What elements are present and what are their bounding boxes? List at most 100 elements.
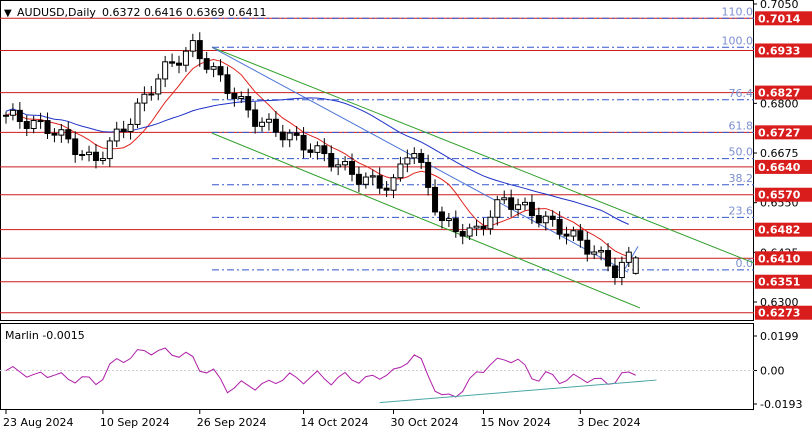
candle-bear: [169, 61, 176, 64]
candle-bull: [265, 118, 272, 123]
candle-bear: [37, 120, 44, 123]
candle-bear: [563, 233, 570, 237]
candle-bear: [528, 201, 535, 217]
price-level-label: 0.6727: [758, 126, 800, 139]
chart-ohlc: 0.6372 0.6416 0.6369 0.6411: [102, 6, 266, 19]
candle-bull: [494, 199, 501, 218]
candle-bear: [452, 218, 459, 233]
fibonacci-levels: 110.0 100.0 76.4 61.8 50.0 38.2 23.6 0.0: [212, 5, 754, 271]
candle-bull: [106, 140, 113, 160]
candle-bear: [272, 118, 279, 133]
marlin-tick-label: 0.00: [760, 365, 785, 378]
fib-label: 38.2: [729, 172, 754, 185]
time-tick-label: 14 Oct 2024: [301, 416, 369, 429]
candle-bear: [16, 109, 23, 122]
candle-bull: [501, 197, 508, 201]
candle-bear: [432, 186, 439, 213]
indicator-frame: [0, 323, 754, 410]
candle-bear: [459, 231, 466, 237]
price-tick-label: 0.7050: [760, 0, 799, 11]
candle-bull: [625, 251, 632, 263]
price-level-label: 0.6640: [758, 161, 801, 174]
candlesticks: [3, 32, 639, 286]
candle-bull: [390, 177, 397, 191]
chart-direction-icon: ▼: [4, 8, 12, 19]
candle-bear: [355, 173, 362, 185]
candle-bull: [3, 114, 9, 117]
price-level-badge: [755, 187, 812, 202]
price-level-badge: [755, 11, 812, 26]
fib-label: 100.0: [722, 34, 754, 47]
candle-bear: [480, 225, 487, 230]
time-axis: 23 Aug 2024 10 Sep 2024 26 Sep 2024 14 Oct …: [3, 410, 641, 429]
candle-bull: [238, 96, 245, 99]
price-level-label: 0.6482: [758, 224, 800, 237]
candle-bull: [570, 230, 577, 237]
marlin-label: Marlin -0.0015: [5, 329, 85, 342]
candle-bear: [293, 132, 300, 136]
channel-lower-line: [211, 132, 641, 309]
fib-label: 61.8: [729, 119, 754, 132]
candle-bull: [618, 261, 625, 279]
candle-bull: [598, 250, 605, 253]
candle-bull: [314, 145, 321, 153]
candle-bear: [300, 134, 307, 151]
marlin-tick-label: 0.0199: [760, 330, 799, 343]
candle-bear: [307, 149, 314, 153]
candle-bear: [245, 96, 252, 111]
candle-bear: [611, 265, 618, 279]
candle-bull: [411, 153, 418, 159]
candle-bull: [362, 176, 369, 185]
candle-bull: [466, 227, 473, 237]
candle-bear: [252, 109, 259, 127]
candle-bear: [176, 62, 182, 66]
time-tick-label: 23 Aug 2024: [3, 416, 73, 429]
candle-bear: [23, 120, 30, 129]
candle-bear: [231, 92, 238, 99]
time-tick-label: 15 Nov 2024: [480, 416, 550, 429]
candle-bear: [217, 66, 224, 76]
candle-bear: [51, 133, 58, 136]
candle-bull: [9, 109, 16, 116]
candle-bear: [92, 151, 99, 161]
candle-bull: [397, 163, 404, 179]
candle-bear: [556, 218, 563, 235]
candle-bull: [473, 225, 480, 229]
candle-bear: [120, 128, 127, 133]
candle-bull: [148, 93, 155, 96]
candle-bull: [155, 78, 162, 95]
price-level-badge: [755, 274, 812, 289]
time-tick-label: 30 Oct 2024: [391, 416, 459, 429]
marlin-line: [5, 347, 636, 398]
candle-bear: [508, 197, 515, 210]
candle-bear: [605, 250, 612, 267]
candle-bear: [279, 131, 286, 141]
candle-bull: [58, 129, 65, 136]
candle-bull: [404, 157, 411, 165]
fib-label: 50.0: [729, 146, 754, 159]
marlin-trend-line: [379, 379, 657, 404]
candle-bear: [425, 161, 432, 188]
candle-bull: [162, 61, 169, 80]
candle-bear: [418, 153, 425, 163]
price-tick-label: 0.6800: [760, 97, 799, 110]
candle-bear: [549, 215, 556, 220]
time-tick-label: 26 Sep 2024: [197, 416, 267, 429]
price-level-badge: [755, 85, 812, 100]
price-level-badge: [755, 125, 812, 140]
candle-bear: [383, 187, 390, 191]
price-level-label: 0.6351: [758, 276, 800, 289]
candle-bear: [376, 175, 383, 189]
moving-average-slow: [5, 97, 629, 225]
fib-label: 110.0: [722, 5, 754, 18]
candle-bear: [535, 215, 542, 224]
price-level-badge: [755, 159, 812, 174]
candle-bull: [335, 164, 342, 168]
candle-bull: [134, 102, 141, 125]
candle-bull: [522, 201, 528, 206]
candle-bull: [542, 215, 549, 224]
marlin-indicator: 0.0199 0.00 -0.0193: [0, 330, 802, 411]
candle-bull: [127, 123, 134, 133]
candle-bear: [196, 40, 203, 60]
